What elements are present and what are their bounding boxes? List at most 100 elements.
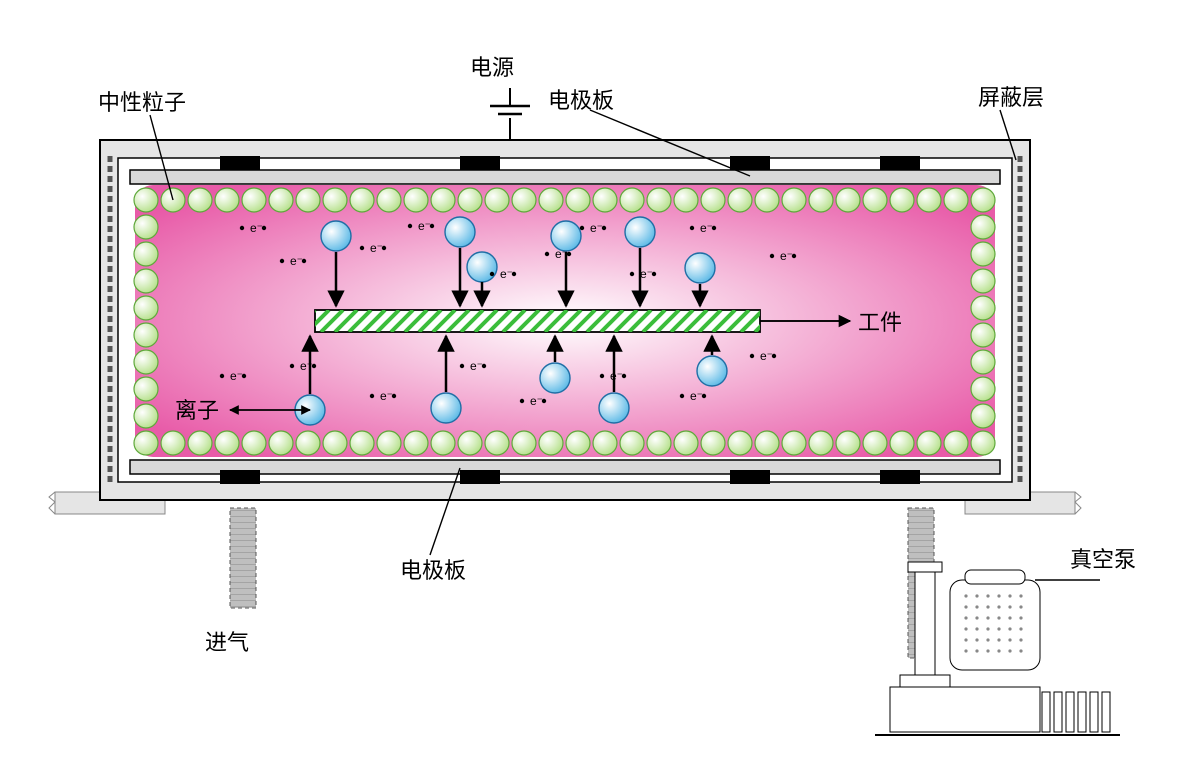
neutral-particle (458, 188, 482, 212)
neutral-particle (134, 404, 158, 428)
shield-label: 屏蔽层 (978, 85, 1044, 110)
neutral-particle (404, 188, 428, 212)
insulator-bottom (730, 470, 770, 484)
electron-dot (360, 246, 364, 250)
neutral-particle (917, 431, 941, 455)
electron-dot (600, 374, 604, 378)
neutral-particle (512, 188, 536, 212)
neutral-particle (971, 242, 995, 266)
electron-dot (545, 252, 549, 256)
insulator-top (730, 156, 770, 170)
neutral-particle (161, 431, 185, 455)
pump-label: 真空泵 (1070, 547, 1136, 572)
neutral-particle (242, 431, 266, 455)
neutral-label: 中性粒子 (98, 90, 186, 115)
ion-particle (599, 393, 629, 423)
neutral-particle (134, 350, 158, 374)
neutral-particle (458, 431, 482, 455)
neutral-particle (134, 377, 158, 401)
neutral-particle (971, 350, 995, 374)
neutral-particle (323, 431, 347, 455)
neutral-particle (944, 431, 968, 455)
electron-dot (370, 394, 374, 398)
ion-particle (321, 221, 351, 251)
electron-dot (220, 374, 224, 378)
gas-in-label: 进气 (205, 630, 249, 655)
electron-dot (680, 394, 684, 398)
neutral-particle (971, 269, 995, 293)
electron-label: e⁻ (300, 359, 313, 373)
neutral-particle (755, 188, 779, 212)
insulator-top (880, 156, 920, 170)
electron-dot (702, 394, 706, 398)
ion-particle (697, 356, 727, 386)
insulator-bottom (460, 470, 500, 484)
electron-label: e⁻ (780, 249, 793, 263)
neutral-particle (620, 431, 644, 455)
electron-dot (512, 272, 516, 276)
neutral-particle (647, 431, 671, 455)
neutral-particle (890, 188, 914, 212)
electron-dot (772, 354, 776, 358)
neutral-particle (728, 188, 752, 212)
electron-dot (630, 272, 634, 276)
insulator-top (220, 156, 260, 170)
electron-dot (490, 272, 494, 276)
insulator-bottom (880, 470, 920, 484)
electrode-top (130, 170, 1000, 184)
electrode-bottom-label: 电极板 (400, 558, 466, 583)
neutral-particle (863, 431, 887, 455)
neutral-particle (566, 431, 590, 455)
neutral-particle (971, 215, 995, 239)
neutral-particle (296, 188, 320, 212)
neutral-particle (674, 431, 698, 455)
electron-dot (580, 226, 584, 230)
electron-dot (770, 254, 774, 258)
neutral-particle (134, 323, 158, 347)
neutral-particle (647, 188, 671, 212)
neutral-particle (890, 431, 914, 455)
electron-label: e⁻ (530, 394, 543, 408)
neutral-particle (944, 188, 968, 212)
electron-dot (302, 259, 306, 263)
electron-dot (262, 226, 266, 230)
electron-dot (542, 399, 546, 403)
electrode-bottom (130, 460, 1000, 474)
electron-label: e⁻ (250, 221, 263, 235)
neutral-particle (971, 188, 995, 212)
neutral-particle (188, 431, 212, 455)
electron-dot (240, 226, 244, 230)
neutral-particle (971, 404, 995, 428)
electron-label: e⁻ (380, 389, 393, 403)
neutral-particle (215, 431, 239, 455)
electron-dot (622, 374, 626, 378)
neutral-particle (755, 431, 779, 455)
neutral-particle (836, 431, 860, 455)
workpiece-label: 工件 (858, 310, 902, 335)
electron-label: e⁻ (370, 241, 383, 255)
neutral-particle (485, 188, 509, 212)
neutral-particle (350, 188, 374, 212)
power-label: 电源 (470, 55, 514, 80)
neutral-particle (431, 431, 455, 455)
neutral-particle (134, 242, 158, 266)
neutral-particle (323, 188, 347, 212)
ion-particle (467, 252, 497, 282)
neutral-particle (809, 188, 833, 212)
electron-label: e⁻ (470, 359, 483, 373)
neutral-particle (485, 431, 509, 455)
neutral-particle (431, 188, 455, 212)
electron-dot (792, 254, 796, 258)
electron-dot (712, 226, 716, 230)
electron-dot (290, 364, 294, 368)
electron-dot (520, 399, 524, 403)
neutral-particle (539, 188, 563, 212)
electron-label: e⁻ (290, 254, 303, 268)
ion-particle (431, 393, 461, 423)
neutral-particle (215, 188, 239, 212)
electron-dot (408, 224, 412, 228)
neutral-particle (971, 296, 995, 320)
neutral-particle (728, 431, 752, 455)
neutral-particle (701, 431, 725, 455)
electron-dot (690, 226, 694, 230)
